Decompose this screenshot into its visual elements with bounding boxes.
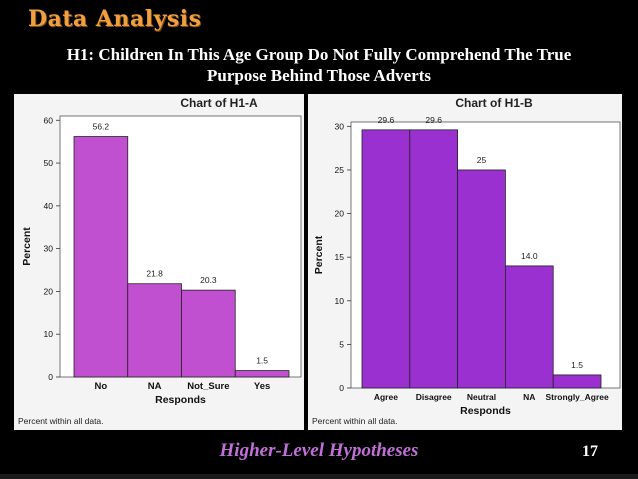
- bar-1-2: [457, 169, 506, 389]
- x-axis-label-0: Responds: [155, 394, 206, 406]
- slide-title: Data Analysis: [28, 6, 202, 32]
- footer-title: Higher-Level Hypotheses: [219, 440, 419, 461]
- x-tick-label-0-0: No: [95, 381, 108, 392]
- y-tick-label-1-6: 30: [335, 121, 345, 131]
- y-axis-label-0: Percent: [21, 227, 33, 266]
- chart-h1-a: Chart of H1-A 0 10 20 30 40 50 60 56.2 No 21.8 NA 20…: [18, 96, 302, 426]
- y-tick-label-0-2: 20: [44, 286, 54, 296]
- y-tick-label-1-4: 20: [335, 209, 345, 219]
- y-axis-label-1: Percent: [313, 235, 325, 274]
- x-tick-label-0-3: Yes: [254, 381, 270, 392]
- bar-0-3: [234, 370, 290, 378]
- y-tick-label-1-1: 5: [339, 339, 344, 349]
- subtitle-line-1: H1: Children In This Age Group Do Not Fu…: [66, 45, 572, 64]
- bar-0-0: [73, 136, 129, 378]
- x-tick-label-1-1: Disagree: [416, 392, 452, 402]
- chart-h1-b: Chart of H1-B 0 5 10 15 20 25 30 29.6 Agree 29.6 Di…: [312, 96, 621, 426]
- subtitle-line-2: Purpose Behind Those Adverts: [206, 66, 432, 85]
- y-tick-label-0-6: 60: [44, 115, 54, 125]
- bar-1-4: [552, 374, 602, 389]
- data-label-1-2: 25: [477, 155, 487, 165]
- data-label-1-3: 14.0: [521, 251, 538, 261]
- bar-0-1: [127, 283, 182, 378]
- y-tick-label-1-3: 15: [335, 252, 345, 262]
- data-label-0-1: 21.8: [146, 269, 163, 279]
- x-tick-label-1-0: Agree: [374, 392, 398, 402]
- chart-panel-h1-a: Chart of H1-A 0 10 20 30 40 50 60 56.2 No 21.8 NA 20…: [14, 94, 304, 430]
- x-tick-label-0-2: Not_Sure: [187, 381, 229, 392]
- page-number: 17: [582, 443, 598, 460]
- data-label-1-4: 1.5: [571, 360, 583, 370]
- data-label-0-3: 1.5: [256, 356, 268, 366]
- bottom-rule: [0, 474, 638, 479]
- chart-panel-h1-b: Chart of H1-B 0 5 10 15 20 25 30 29.6 Agree 29.6 Di…: [308, 94, 622, 430]
- x-axis-label-1: Responds: [460, 405, 511, 417]
- x-tick-label-1-3: NA: [523, 392, 535, 402]
- y-tick-label-1-2: 10: [335, 296, 345, 306]
- x-tick-label-1-2: Neutral: [467, 392, 496, 402]
- bar-1-3: [504, 265, 554, 389]
- slide-subtitle: H1: Children In This Age Group Do Not Fu…: [0, 44, 638, 86]
- y-tick-label-1-0: 0: [339, 383, 344, 393]
- bar-0-2: [181, 289, 236, 378]
- bar-1-0: [361, 129, 411, 389]
- y-tick-label-0-3: 30: [44, 244, 54, 254]
- data-label-0-0: 56.2: [93, 122, 110, 132]
- chart-title-1: Chart of H1-B: [455, 96, 533, 110]
- data-label-1-1: 29.6: [425, 115, 442, 125]
- y-tick-label-0-5: 50: [44, 158, 54, 168]
- x-tick-label-0-1: NA: [148, 381, 162, 392]
- bar-1-1: [409, 129, 459, 389]
- x-tick-label-1-4: Strongly_Agree: [545, 392, 609, 402]
- y-tick-label-1-5: 25: [335, 165, 345, 175]
- chart-title-0: Chart of H1-A: [180, 96, 258, 110]
- data-label-0-2: 20.3: [200, 275, 217, 285]
- chart-note-1: Percent within all data.: [312, 416, 398, 426]
- y-tick-label-0-4: 40: [44, 201, 54, 211]
- chart-note-0: Percent within all data.: [18, 416, 104, 426]
- data-label-1-0: 29.6: [378, 115, 395, 125]
- y-tick-label-0-1: 10: [44, 329, 54, 339]
- y-tick-label-0-0: 0: [48, 372, 53, 382]
